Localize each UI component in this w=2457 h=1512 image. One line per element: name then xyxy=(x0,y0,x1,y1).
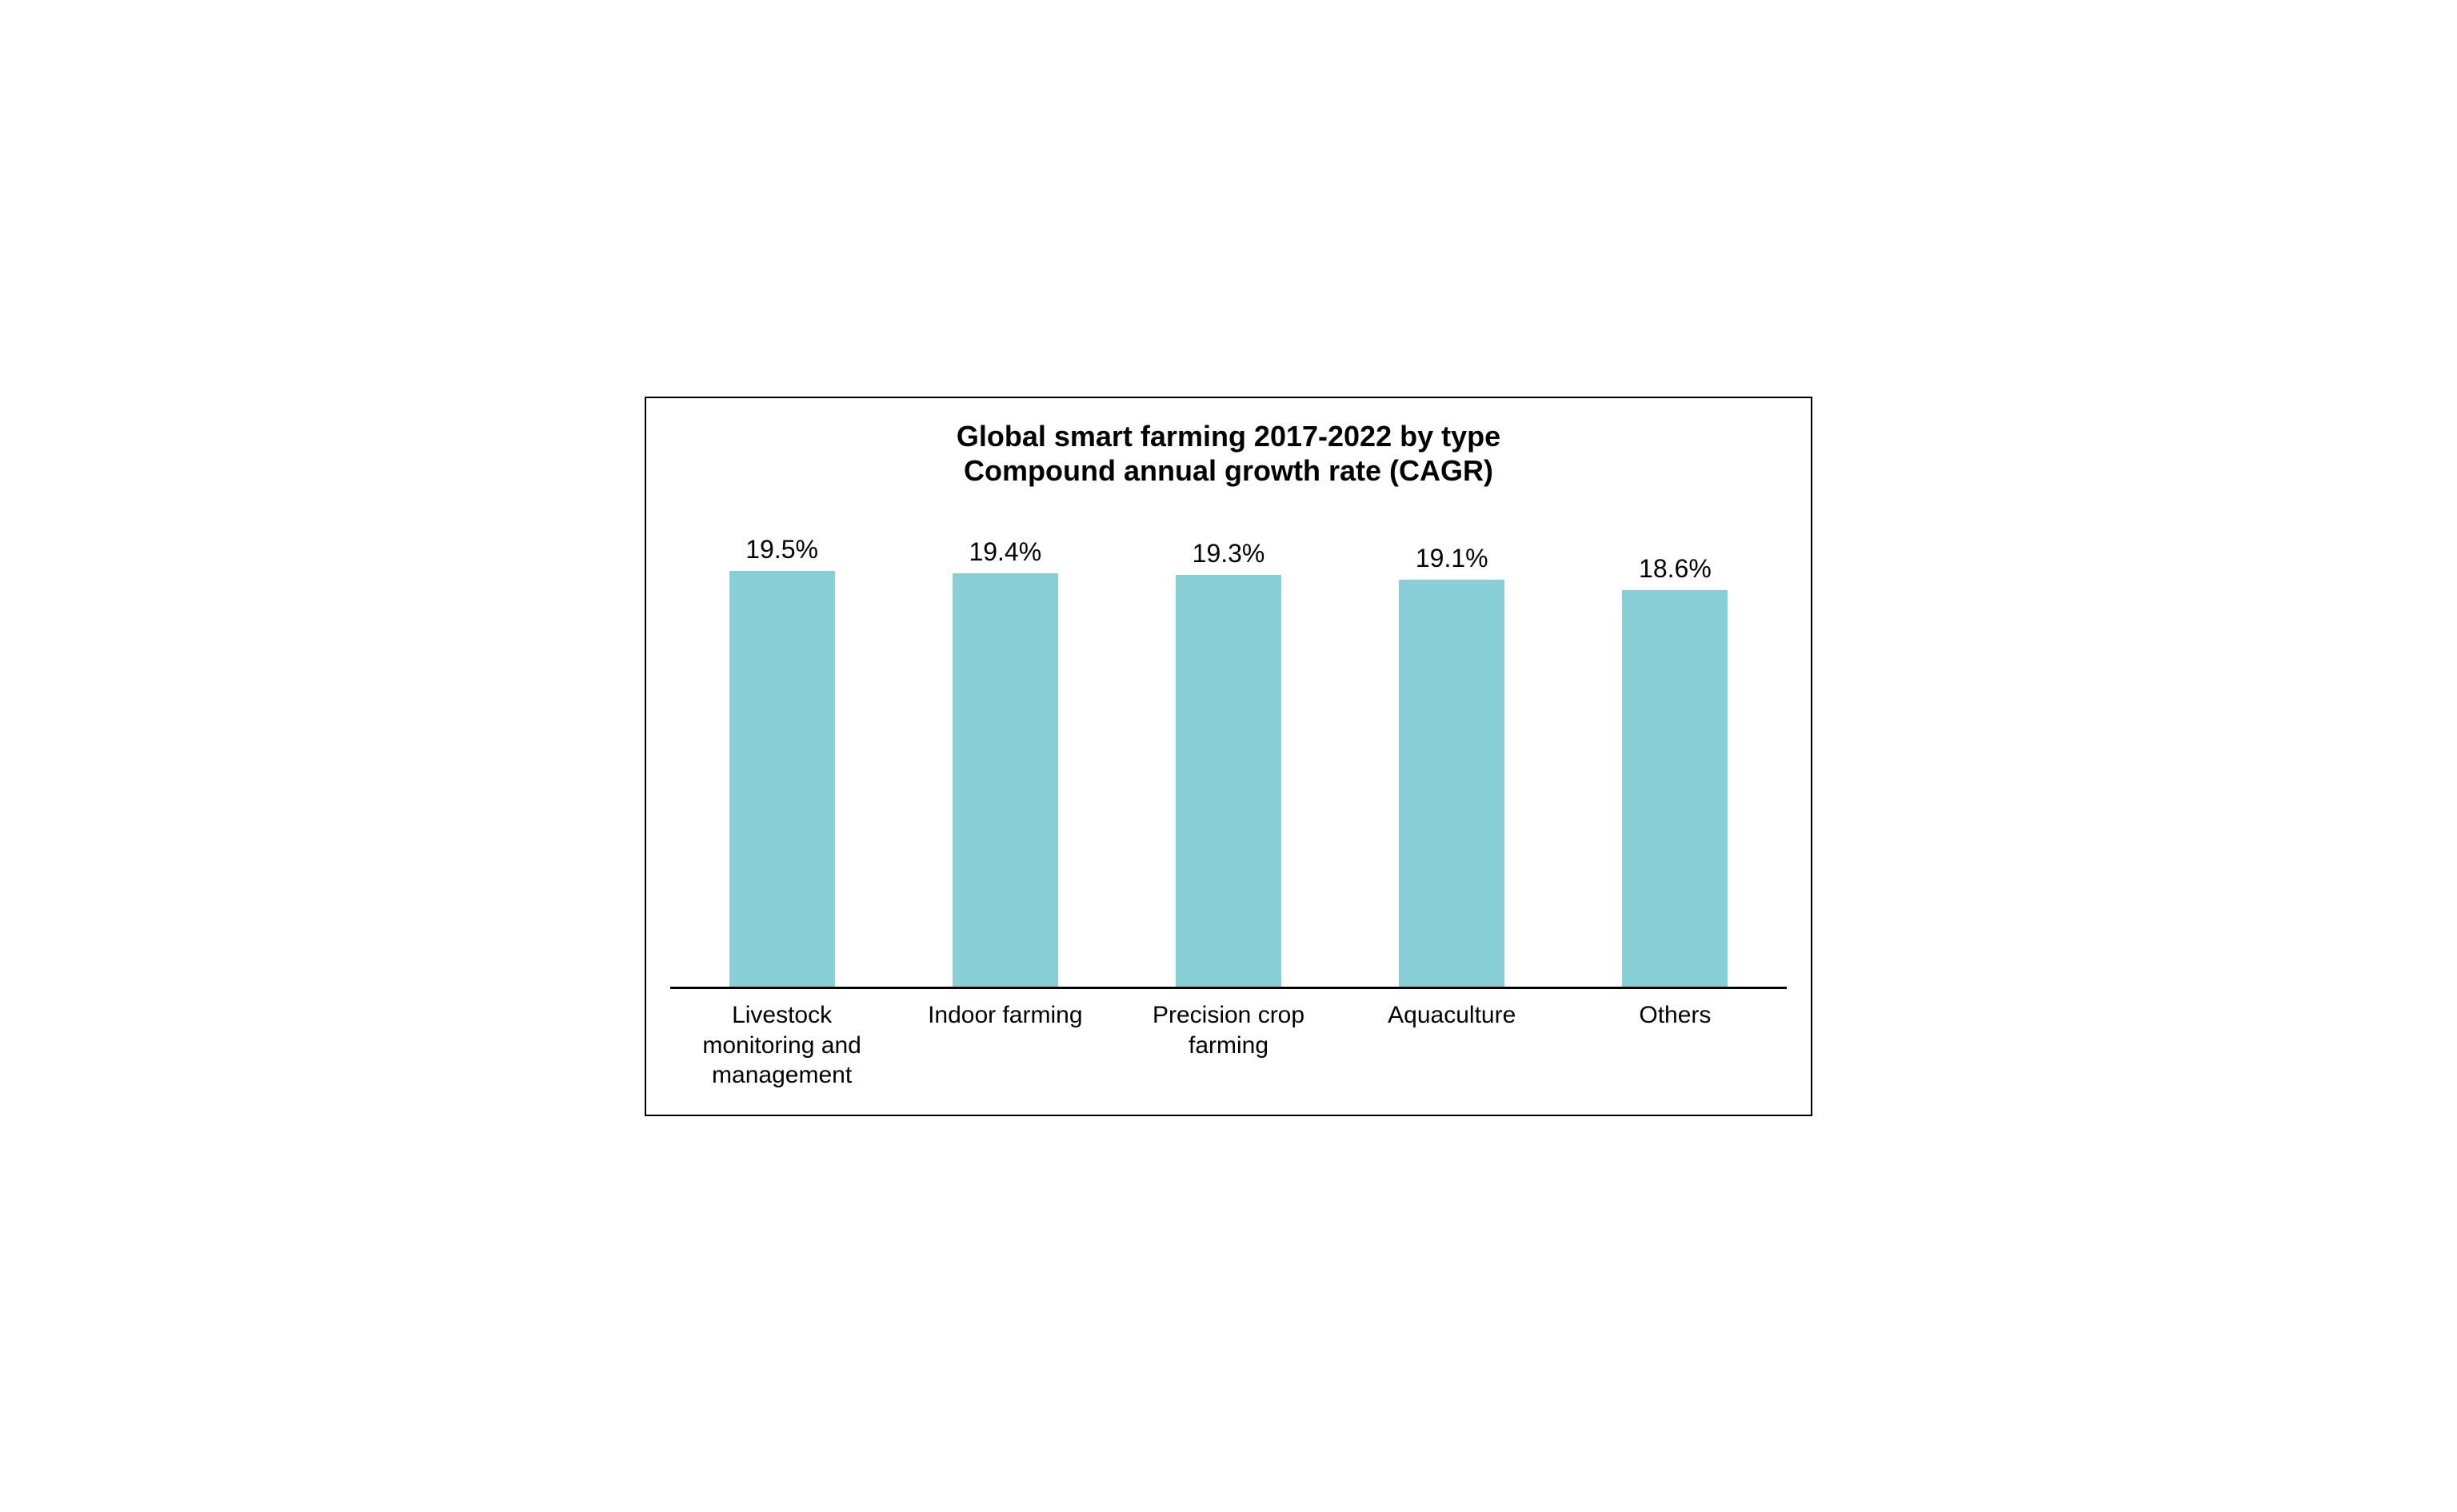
bar-value-label: 19.3% xyxy=(1193,539,1265,568)
bar-value-label: 19.4% xyxy=(969,537,1041,567)
category-label: Livestock monitoring and management xyxy=(670,1000,893,1091)
category-labels-row: Livestock monitoring and management Indo… xyxy=(670,1000,1787,1091)
bar-value-label: 19.5% xyxy=(745,535,818,565)
plot-area: 19.5% 19.4% 19.3% 19.1% 18.6% Livestock … xyxy=(670,520,1787,1091)
chart-frame: Global smart farming 2017-2022 by type C… xyxy=(645,397,1812,1116)
bar-slot: 18.6% xyxy=(1564,528,1787,987)
bar-slot: 19.3% xyxy=(1117,528,1340,987)
bars-row: 19.5% 19.4% 19.3% 19.1% 18.6% xyxy=(670,520,1787,989)
category-label: Others xyxy=(1564,1000,1787,1091)
chart-title-line1: Global smart farming 2017-2022 by type xyxy=(670,419,1787,453)
bar-value-label: 19.1% xyxy=(1416,544,1488,573)
chart-title: Global smart farming 2017-2022 by type C… xyxy=(670,419,1787,488)
bar-rect xyxy=(1622,590,1728,987)
category-label: Indoor farming xyxy=(893,1000,1117,1091)
category-label: Aquaculture xyxy=(1340,1000,1564,1091)
bar-slot: 19.4% xyxy=(893,528,1117,987)
bar-slot: 19.1% xyxy=(1340,528,1564,987)
category-label: Precision crop farming xyxy=(1117,1000,1340,1091)
bar-rect xyxy=(1176,575,1281,987)
bar-rect xyxy=(729,571,835,987)
bar-rect xyxy=(953,573,1058,987)
bar-value-label: 18.6% xyxy=(1639,554,1712,584)
chart-title-line2: Compound annual growth rate (CAGR) xyxy=(670,453,1787,488)
bar-rect xyxy=(1399,580,1504,987)
bar-slot: 19.5% xyxy=(670,528,893,987)
